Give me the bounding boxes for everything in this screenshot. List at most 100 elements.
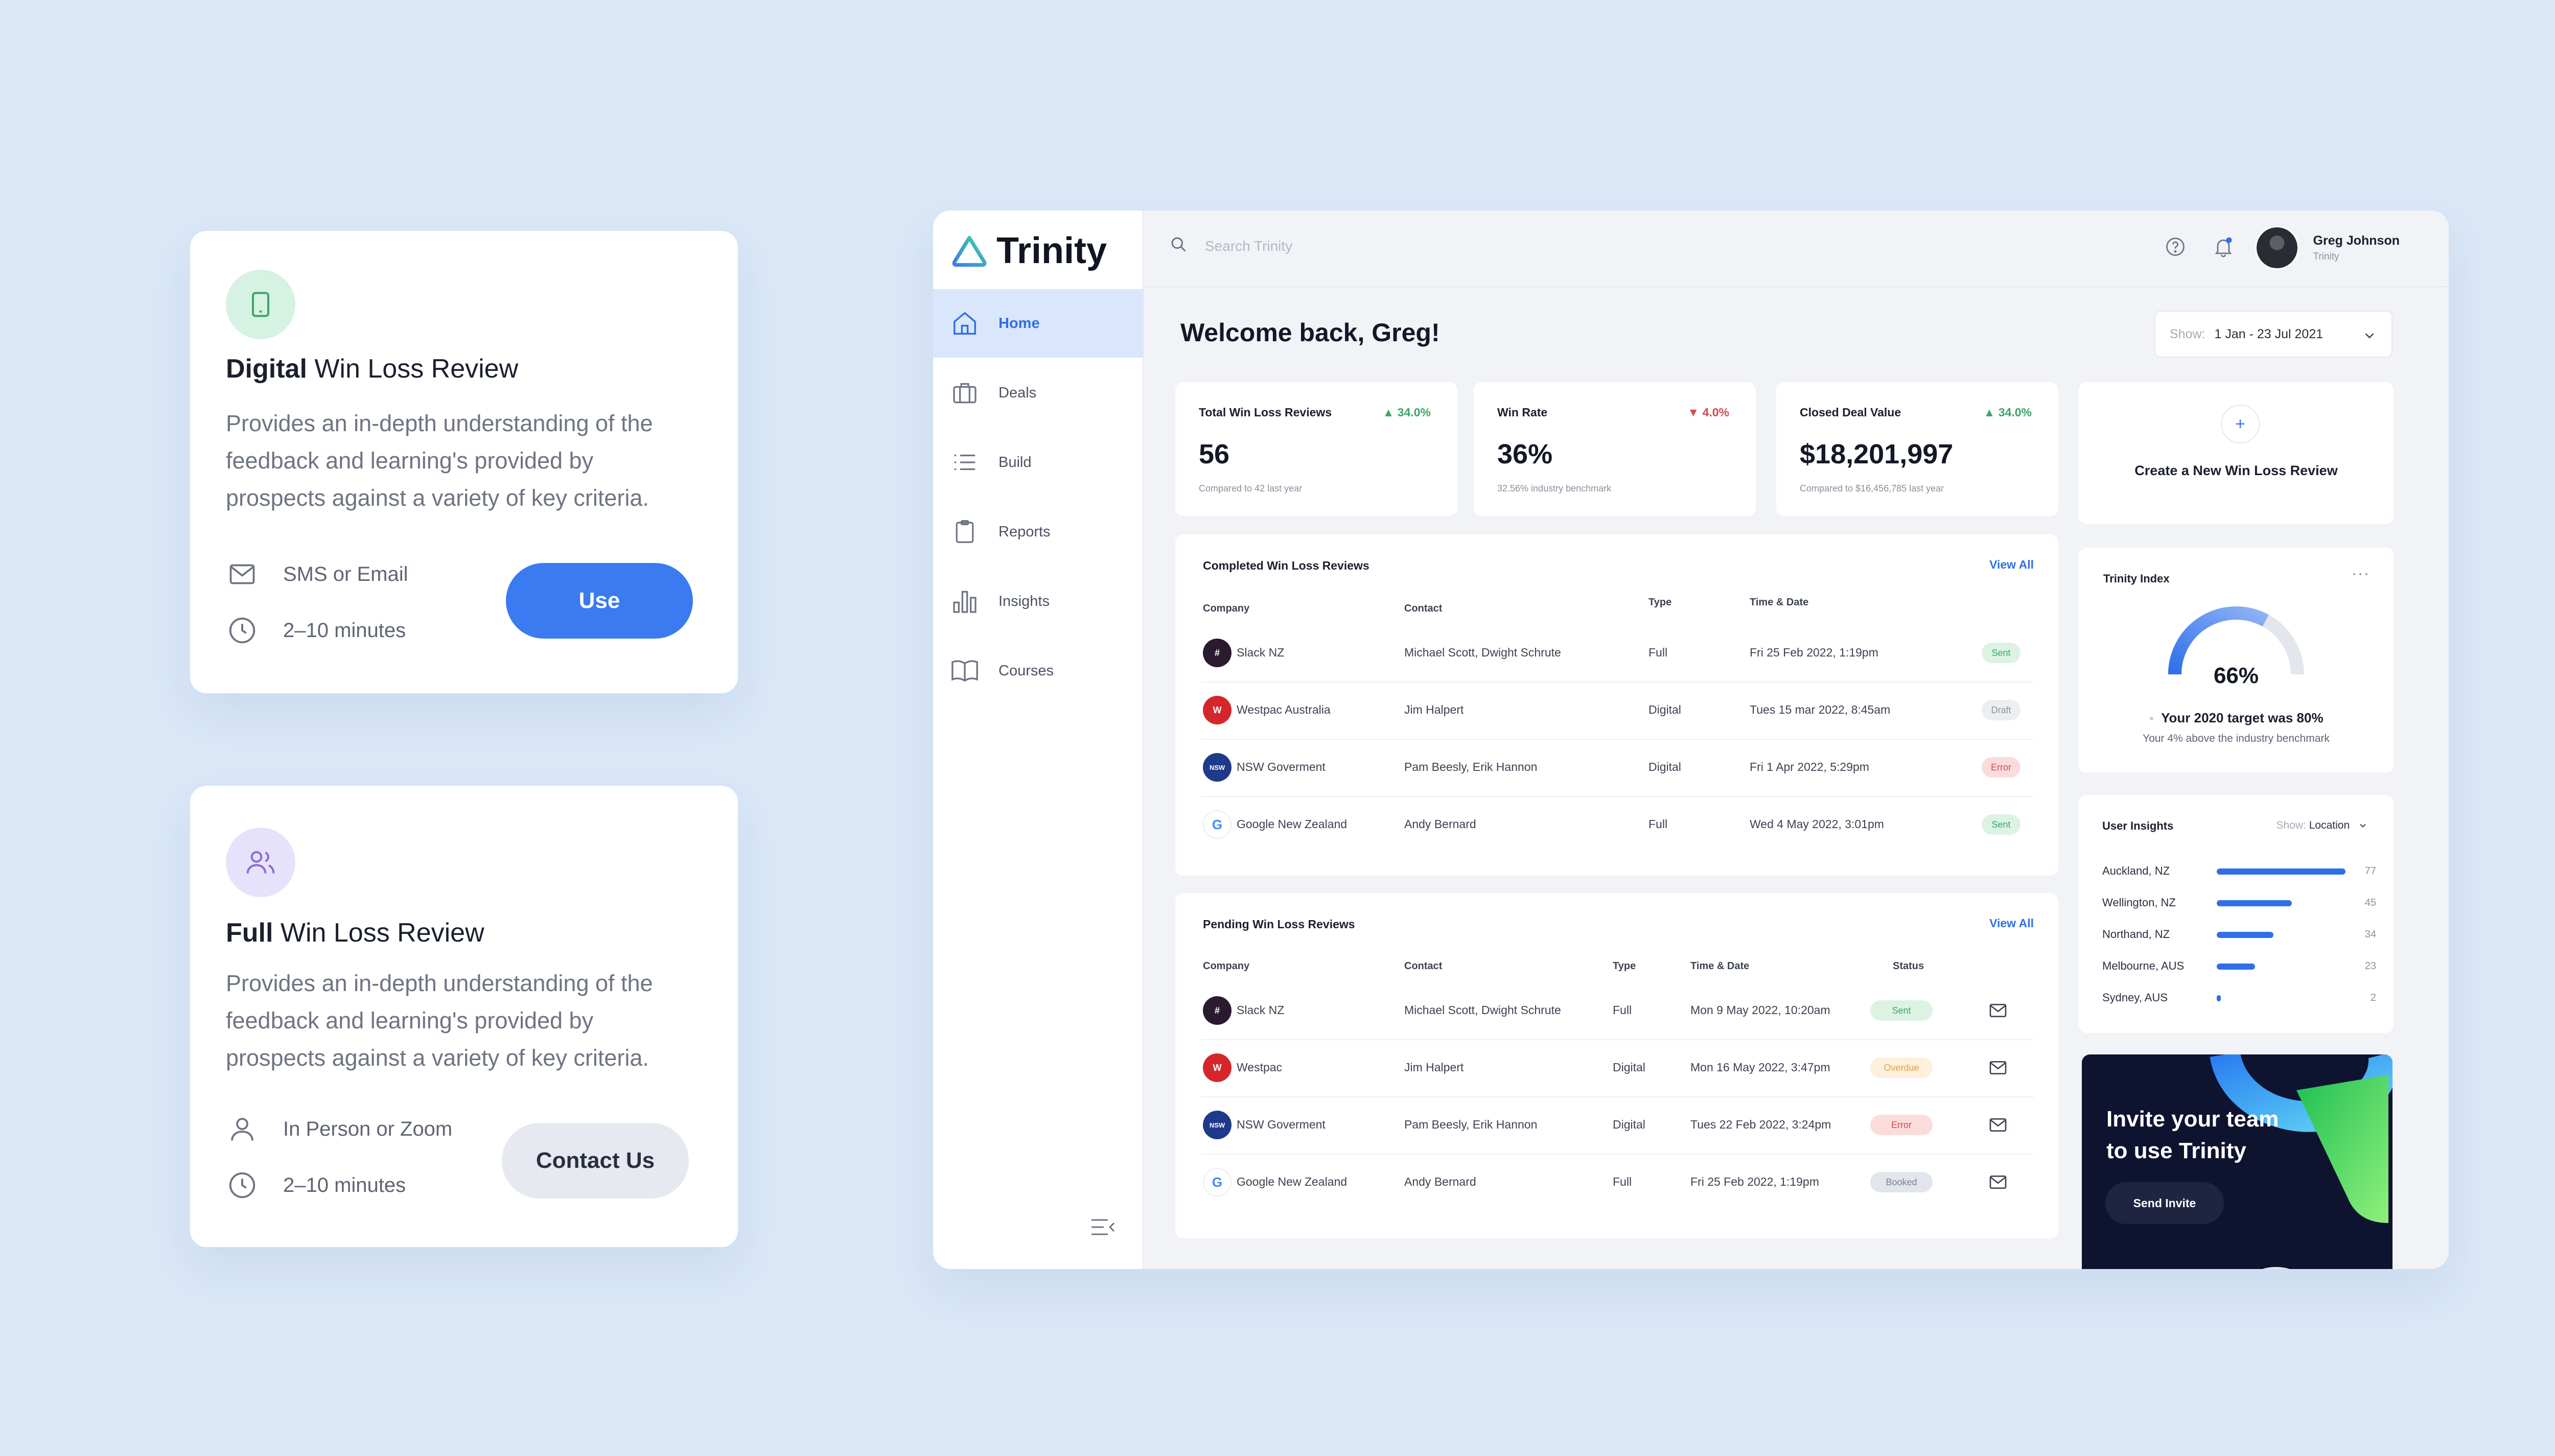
view-all-link[interactable]: View All [1989, 558, 2034, 571]
more-options-icon[interactable]: ··· [2352, 565, 2370, 582]
plus-icon[interactable]: + [2221, 405, 2260, 443]
mail-icon[interactable] [1988, 1000, 2008, 1023]
table-row[interactable]: G Google New Zealand Andy Bernard Full W… [1201, 797, 2034, 854]
insight-value: 45 [2364, 897, 2376, 908]
send-invite-button[interactable]: Send Invite [2105, 1182, 2224, 1224]
use-button[interactable]: Use [506, 563, 693, 639]
sidebar-item-courses[interactable]: Courses [933, 637, 1144, 705]
duration: 2–10 minutes [226, 1169, 406, 1202]
slack-logo-icon: # [1203, 639, 1232, 667]
clock-icon [226, 614, 259, 647]
create-review-card[interactable]: + Create a New Win Loss Review [2079, 382, 2394, 524]
mail-icon [226, 558, 259, 591]
app-logo[interactable]: Trinity [950, 230, 1107, 272]
book-icon [946, 652, 983, 689]
insight-location: Northand, NZ [2102, 928, 2170, 941]
insight-value: 2 [2370, 992, 2376, 1003]
column-header: Contact [1404, 960, 1443, 972]
stat-card-closed-deal-value: Closed Deal Value ▲ 34.0% $18,201,997 Co… [1776, 382, 2058, 516]
status-badge: Sent [1982, 814, 2020, 835]
status-badge: Overdue [1870, 1058, 1933, 1078]
app-name: Trinity [996, 230, 1107, 271]
contact-us-button[interactable]: Contact Us [502, 1123, 689, 1199]
column-header: Time & Date [1690, 960, 1750, 972]
stat-card-total-reviews: Total Win Loss Reviews ▲ 34.0% 56 Compar… [1175, 382, 1457, 516]
duration: 2–10 minutes [226, 614, 406, 647]
view-all-link[interactable]: View All [1989, 917, 2034, 930]
insight-row: Northand, NZ 34 [2102, 924, 2376, 944]
table-row[interactable]: W Westpac Jim Halpert Digital Mon 16 May… [1201, 1040, 2034, 1097]
app-window: Trinity Home Deals Build Reports Insight… [933, 210, 2449, 1269]
invite-banner: Invite your team to use Trinity Send Inv… [2082, 1054, 2393, 1269]
insight-location: Melbourne, AUS [2102, 959, 2185, 972]
sidebar-item-home[interactable]: Home [933, 289, 1144, 358]
stat-delta: ▼ 4.0% [1687, 406, 1729, 419]
stat-delta: ▲ 34.0% [1983, 406, 2032, 419]
clipboard-icon [946, 513, 983, 550]
card-title: Digital Win Loss Review [226, 354, 519, 384]
sidebar-item-reports[interactable]: Reports [933, 498, 1144, 566]
delivery-method: In Person or Zoom [226, 1113, 452, 1145]
insight-bar [2217, 995, 2221, 1001]
sidebar-item-insights[interactable]: Insights [933, 567, 1144, 636]
chevron-down-icon [2362, 328, 2377, 347]
card-title: Full Win Loss Review [226, 918, 484, 948]
column-header: Company [1203, 960, 1250, 972]
delivery-method: SMS or Email [226, 558, 408, 591]
user-menu[interactable]: Greg Johnson Trinity [2313, 233, 2400, 262]
insight-location: Auckland, NZ [2102, 864, 2170, 877]
bar-chart-icon [946, 583, 983, 620]
insight-bar [2217, 964, 2255, 970]
column-header: Company [1203, 603, 1250, 614]
sidebar-item-deals[interactable]: Deals [933, 359, 1144, 427]
index-value: 66% [2213, 663, 2259, 688]
clock-icon [226, 1169, 259, 1202]
mail-icon[interactable] [1988, 1058, 2008, 1081]
insight-value: 77 [2364, 865, 2376, 877]
insight-bar [2217, 868, 2345, 875]
sidebar-item-build[interactable]: Build [933, 428, 1144, 497]
decorative-3d-shapes [2210, 1054, 2393, 1269]
search-input[interactable]: Search Trinity [1169, 235, 1292, 257]
nsw-logo-icon: NSW [1203, 753, 1232, 782]
table-row[interactable]: NSW NSW Goverment Pam Beesly, Erik Hanno… [1201, 1097, 2034, 1155]
column-header: Type [1613, 960, 1636, 972]
insight-row: Melbourne, AUS 23 [2102, 955, 2376, 976]
avatar[interactable] [2255, 226, 2299, 270]
status-badge: Draft [1982, 700, 2020, 720]
google-logo-icon: G [1203, 1168, 1232, 1196]
insight-row: Sydney, AUS 2 [2102, 987, 2376, 1007]
help-icon[interactable] [2164, 236, 2187, 261]
index-gauge [2168, 606, 2304, 675]
mail-icon[interactable] [1988, 1172, 2008, 1195]
top-bar: Search Trinity Greg Johnson Trinity [1144, 210, 2449, 287]
trinity-index-card: Trinity Index ··· 66% ● Your 2020 target … [2079, 548, 2394, 772]
table-row[interactable]: G Google New Zealand Andy Bernard Full F… [1201, 1155, 2034, 1212]
insight-row: Auckland, NZ 77 [2102, 860, 2376, 881]
google-logo-icon: G [1203, 810, 1232, 839]
table-row[interactable]: W Westpac Australia Jim Halpert Digital … [1201, 683, 2034, 740]
stat-card-win-rate: Win Rate ▼ 4.0% 36% 32.56% industry benc… [1474, 382, 1756, 516]
status-badge: Error [1870, 1115, 1933, 1135]
collapse-sidebar-icon[interactable] [1089, 1216, 1116, 1241]
insight-row: Wellington, NZ 45 [2102, 892, 2376, 912]
date-range-select[interactable]: Show: 1 Jan - 23 Jul 2021 [2154, 311, 2393, 358]
pending-reviews-table: Pending Win Loss Reviews View All Compan… [1175, 893, 2058, 1238]
column-header: Type [1648, 597, 1672, 608]
bell-icon[interactable] [2212, 236, 2235, 261]
table-row[interactable]: # Slack NZ Michael Scott, Dwight Schrute… [1201, 625, 2034, 683]
sidebar: Trinity Home Deals Build Reports Insight… [933, 210, 1144, 1269]
card-description: Provides an in-depth understanding of th… [226, 970, 653, 1071]
search-placeholder: Search Trinity [1205, 238, 1293, 254]
table-row[interactable]: NSW NSW Goverment Pam Beesly, Erik Hanno… [1201, 740, 2034, 797]
location-select[interactable]: Show: Location [2277, 819, 2368, 832]
mail-icon[interactable] [1988, 1115, 2008, 1138]
status-badge: Booked [1870, 1172, 1933, 1192]
user-icon [226, 1113, 259, 1145]
table-row[interactable]: # Slack NZ Michael Scott, Dwight Schrute… [1201, 983, 2034, 1040]
insight-value: 23 [2364, 960, 2376, 972]
index-target: ● Your 2020 target was 80% [2149, 710, 2324, 725]
insight-bar [2217, 900, 2292, 906]
status-badge: Sent [1982, 643, 2020, 663]
invite-title: Invite your team to use Trinity [2106, 1107, 2279, 1163]
